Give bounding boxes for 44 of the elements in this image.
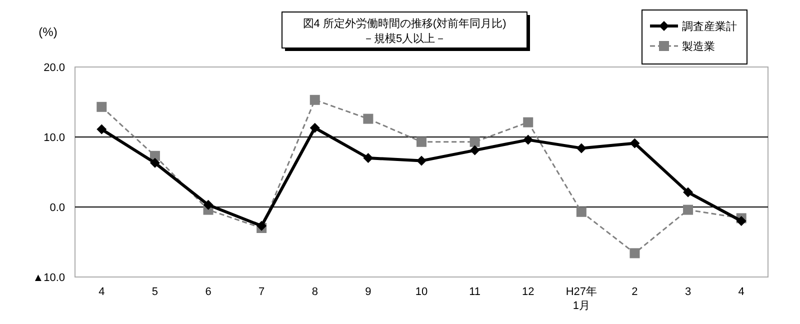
x-tick-label: 7 <box>258 286 265 298</box>
point <box>470 145 480 156</box>
point <box>310 94 320 105</box>
y-tick-label: 10.0 <box>44 132 65 144</box>
x-tick-label: 2 <box>632 286 638 298</box>
point <box>630 248 640 258</box>
legend-label: 調査産業計 <box>682 20 737 33</box>
y-tick-label: 20.0 <box>44 62 65 74</box>
point <box>630 138 640 148</box>
x-tick-label: 6 <box>205 286 212 298</box>
x-tick-label: 11 <box>469 286 481 298</box>
point <box>96 124 107 134</box>
point <box>523 134 534 145</box>
point <box>736 216 746 226</box>
point <box>576 206 586 217</box>
x-tick-label: 9 <box>365 286 372 298</box>
x-tick-label: 5 <box>152 286 158 298</box>
x-tick-label: 3 <box>684 286 692 298</box>
y-tick-label: 0.0 <box>50 202 65 214</box>
point <box>310 122 320 133</box>
y-tick-label: ▲10.0 <box>32 272 65 284</box>
point <box>363 153 374 163</box>
point <box>96 102 107 112</box>
point <box>256 220 267 231</box>
point <box>203 200 214 210</box>
x-tick-label: 4 <box>98 286 105 298</box>
y-axis-title: (%) <box>38 25 58 39</box>
chart-title: 図4 所定外労働時間の推移(対前年同月比) <box>302 17 506 30</box>
point <box>523 117 534 128</box>
legend-label: 製造業 <box>682 40 715 53</box>
point <box>416 156 426 166</box>
x-tick-label: H27年 1月 <box>566 286 598 312</box>
x-tick-label: 10 <box>415 286 428 298</box>
x-tick-label: 12 <box>522 286 534 298</box>
x-tick-label: 8 <box>312 286 318 298</box>
point <box>470 136 480 147</box>
point <box>683 204 694 215</box>
point <box>363 114 374 124</box>
point <box>416 136 426 147</box>
point <box>683 187 694 198</box>
point <box>576 143 586 154</box>
x-tick-label: 4 <box>738 286 744 298</box>
chart-subtitle: －規模5人以上－ <box>362 32 446 45</box>
point <box>150 158 160 168</box>
